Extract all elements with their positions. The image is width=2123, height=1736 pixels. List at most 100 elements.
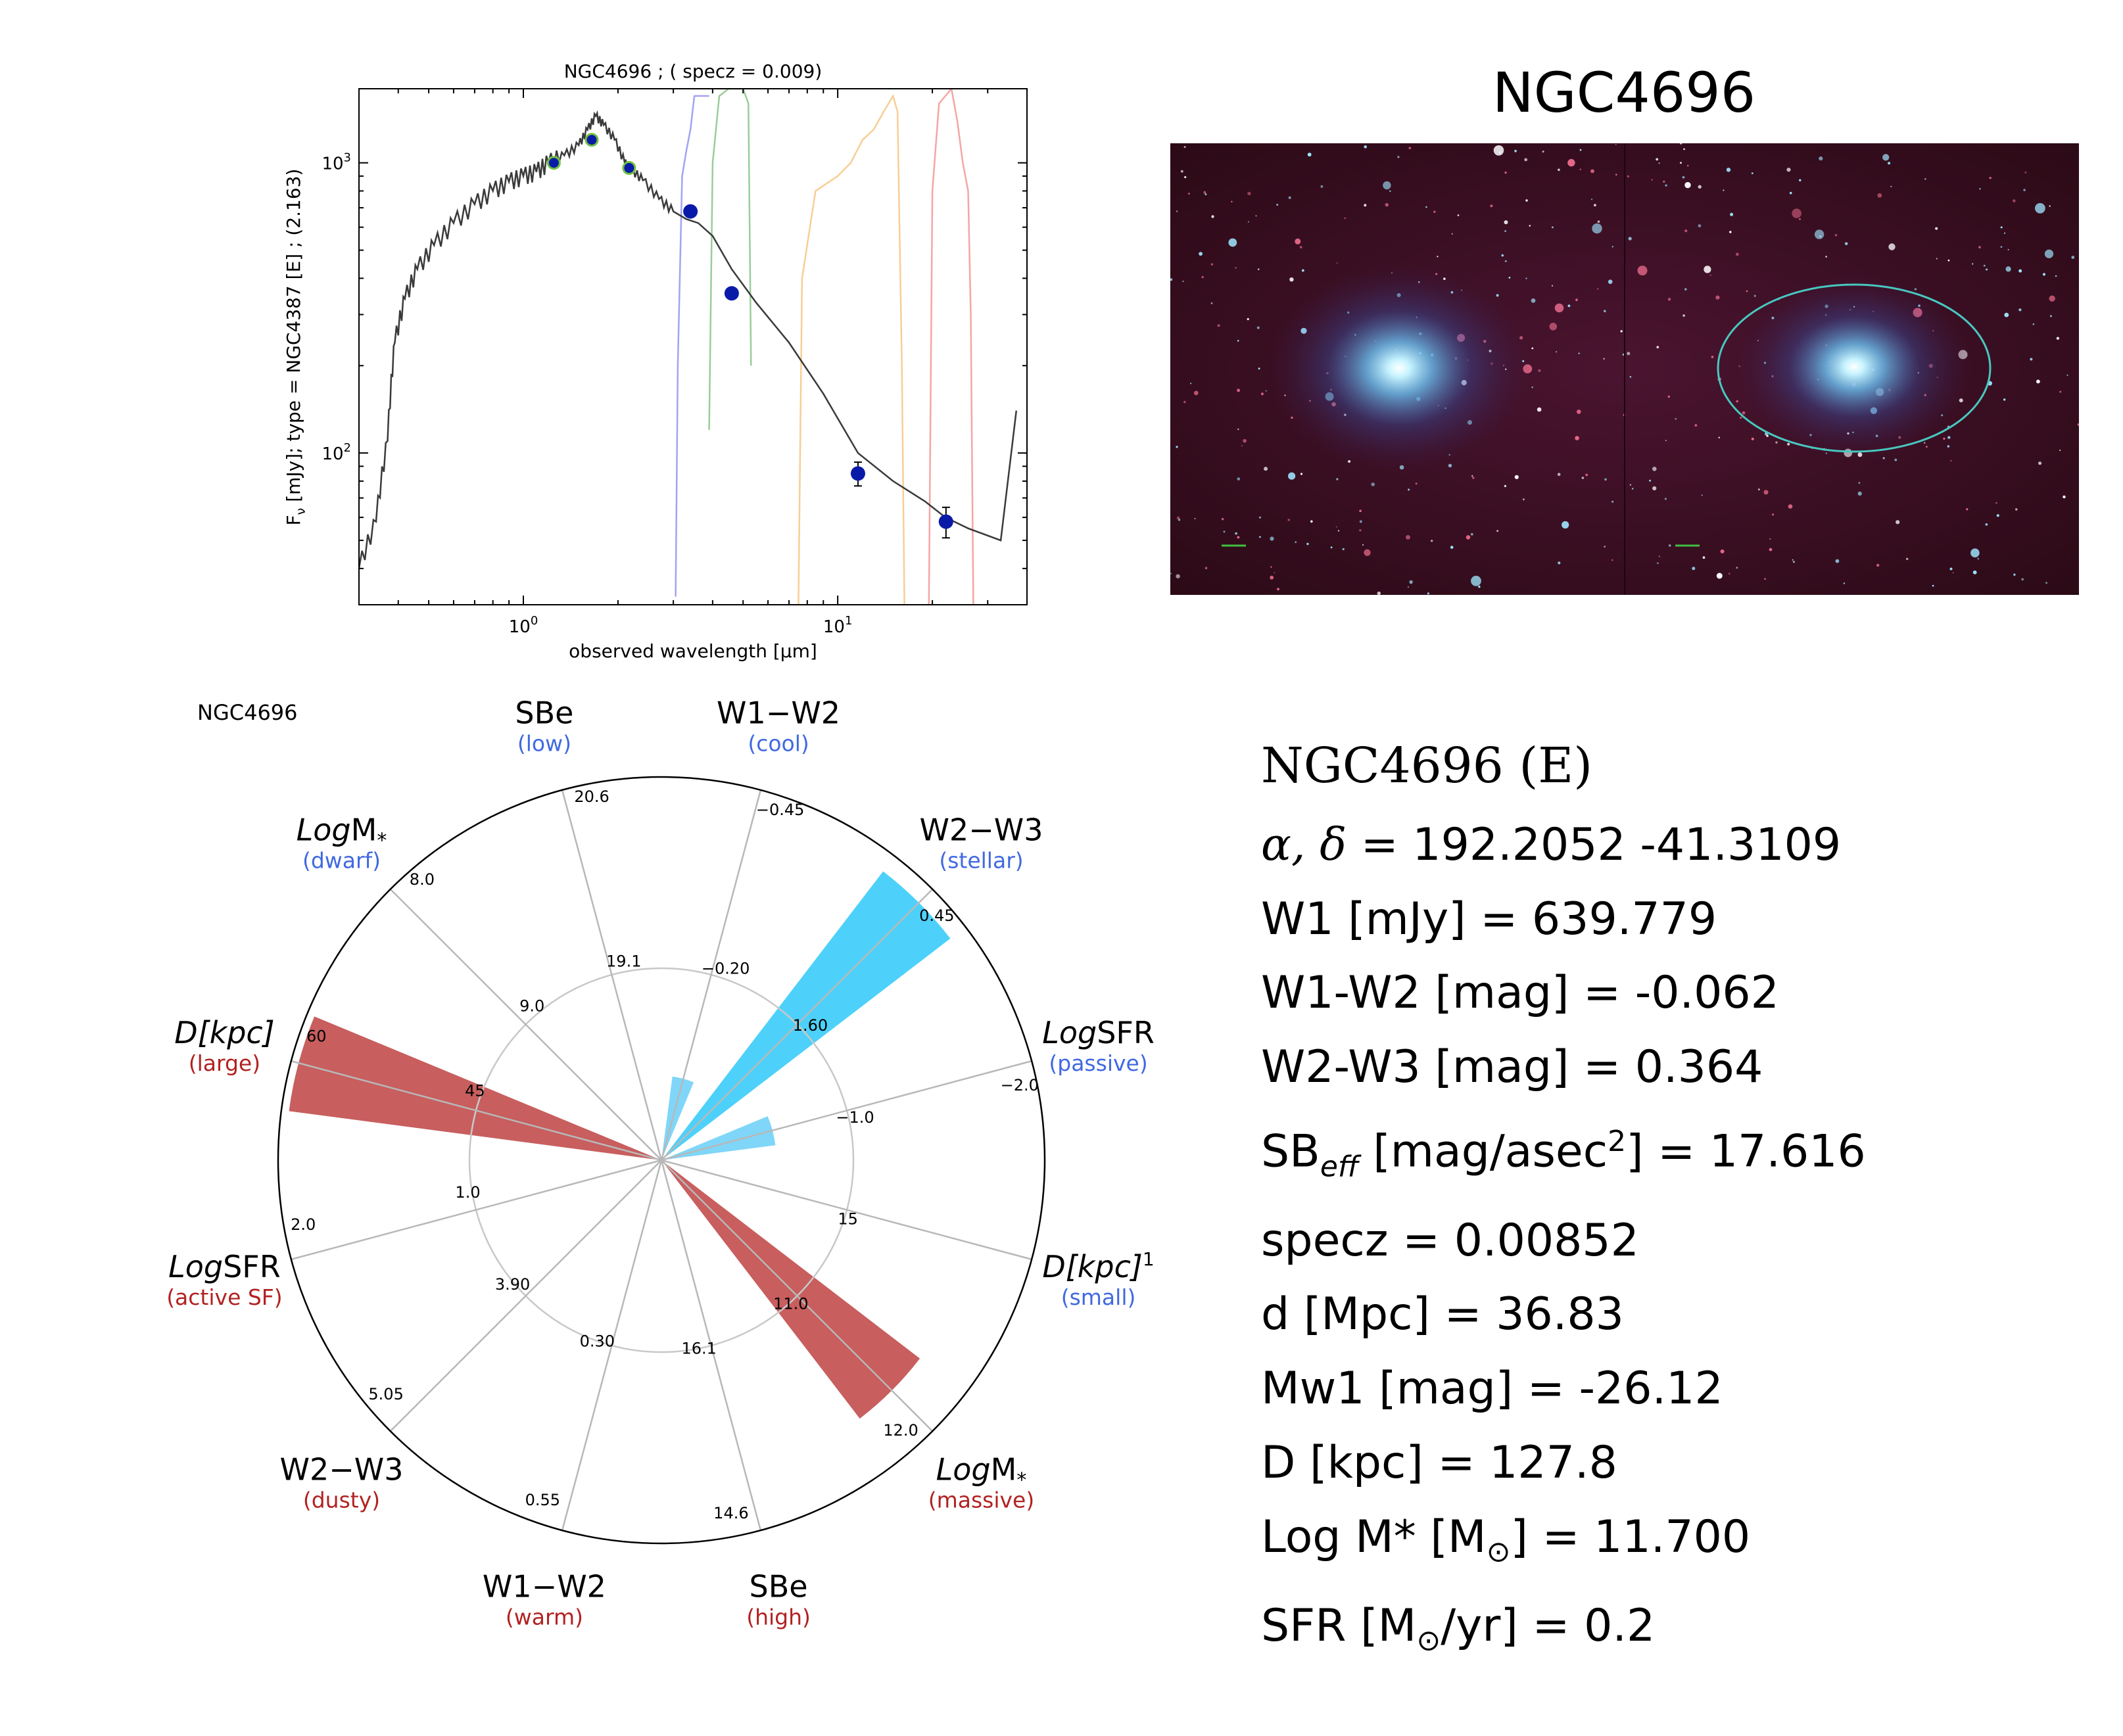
star-dot [1537,407,1542,412]
info-sfr-pre: SFR [M [1261,1599,1417,1652]
star-dot [1608,279,1613,284]
polar-inner-tick: 0.30 [580,1332,615,1351]
star-dot [1228,238,1237,247]
star-dot [1255,215,1257,217]
star-dot [1450,546,1454,549]
star-dot [1210,263,1213,266]
star-dot [1270,536,1274,541]
star-dot [1656,346,1659,348]
sed-point-nir [622,161,636,176]
star-dot [1683,148,1685,151]
galaxy-info-block: NGC4696 (E) α, δ = 192.2052 -41.3109 W1 … [1261,723,1866,1678]
polar-bar [661,1076,694,1160]
star-dot [1926,446,1928,448]
polar-axis-name: W2−W3 [919,812,1043,848]
polar-axis-desc: (dusty) [303,1487,380,1513]
star-dot [1769,538,1771,540]
polar-axis-name-sub: * [1016,1468,1026,1491]
star-dot [1996,514,1999,517]
polar-axis-label: W2−W3 [279,1451,403,1487]
star-dot [1952,572,1954,574]
polar-bar [661,1116,776,1160]
star-dot [1335,526,1337,528]
polar-axis-label: W1−W2 [717,695,840,730]
star-dot [1675,417,1677,420]
star-dot [1877,193,1882,198]
star-dot [1310,520,1313,523]
star-dot [1985,523,1988,526]
star-dot [1772,513,1775,516]
polar-axis-name: SBe [515,695,573,730]
star-dot [1943,437,1945,440]
star-dot [1427,592,1429,595]
star-dot [1663,180,1665,183]
star-dot [1692,567,1696,571]
star-dot [1406,535,1410,540]
star-dot [1359,520,1362,523]
star-dot [1799,179,1801,181]
polar-spoke [291,1060,662,1161]
polar-axis-label: SBe [750,1569,808,1605]
polar-chart: NGC4696 0.30 0.55 3.90 5.05 1.0 2.0 45 60 9.0 8.0… [166,695,1155,1630]
filter-curve-0 [675,95,709,597]
star-dot [1718,436,1720,438]
info-w1w2: W1-W2 [mag] = -0.062 [1261,967,1779,1020]
star-dot [2059,390,2061,393]
info-distance-mpc: d [Mpc] = 36.83 [1261,1288,1624,1341]
star-dot [1504,484,1507,488]
star-dot [1457,214,1460,216]
polar-spoke [661,888,934,1161]
star-dot [1306,542,1309,546]
star-dot [1377,591,1381,595]
polar-spoke [661,1160,934,1432]
star-dot [1433,210,1436,213]
polar-axis-name-roman: SFR [1097,1015,1155,1050]
star-dot [1758,488,1760,490]
star-dot [1176,516,1180,520]
star-dot [2038,461,2042,465]
star-dot [1664,498,1667,500]
star-dot [1183,146,1186,149]
polar-axis-label: LogM* [297,812,387,853]
star-dot [1658,162,1660,164]
polar-axis-desc: (dwarf) [302,848,381,874]
star-dot [1977,557,1980,560]
info-w1: W1 [mJy] = 639.779 [1261,893,1717,945]
star-dot [1187,193,1190,195]
star-dot [1592,223,1602,234]
sed-point-wise [683,204,698,219]
star-dot [1585,473,1588,477]
star-dot [1567,304,1571,308]
sed-plot-frame [358,88,1028,605]
sed-x-tick-base: 10 [823,617,845,637]
sed-y-tick-label: 103 [322,151,351,174]
sun-symbol: ⊙ [1416,1624,1441,1658]
star-dot [1471,575,1481,586]
star-dot [1431,540,1433,542]
star-dot [1205,193,1207,196]
sed-x-label: observed wavelength [μm] [569,640,817,662]
star-dot [1531,347,1534,350]
star-dot [1385,202,1389,207]
star-dot [1364,145,1367,149]
star-dot [2018,308,2022,312]
polar-spoke [561,789,663,1161]
star-dot [1746,290,1748,293]
star-dot [1753,294,1756,297]
star-dot [1260,392,1264,396]
star-dot [1170,278,1173,281]
star-dot [1466,535,1471,540]
filter-curve-3 [928,89,974,605]
star-dot [1490,204,1493,208]
star-dot [1924,178,1926,180]
star-dot [1682,314,1685,317]
star-dot [1205,567,1208,569]
polar-bar [289,1016,661,1160]
info-logm-pre: Log M* [M [1261,1511,1487,1563]
star-dot [1295,541,1297,544]
star-dot [1287,519,1290,521]
star-dot [1256,326,1260,329]
polar-axis-label: LogSFR [1042,1015,1155,1050]
star-dot [1620,330,1623,333]
info-mw1: Mw1 [mag] = -26.12 [1261,1363,1723,1415]
